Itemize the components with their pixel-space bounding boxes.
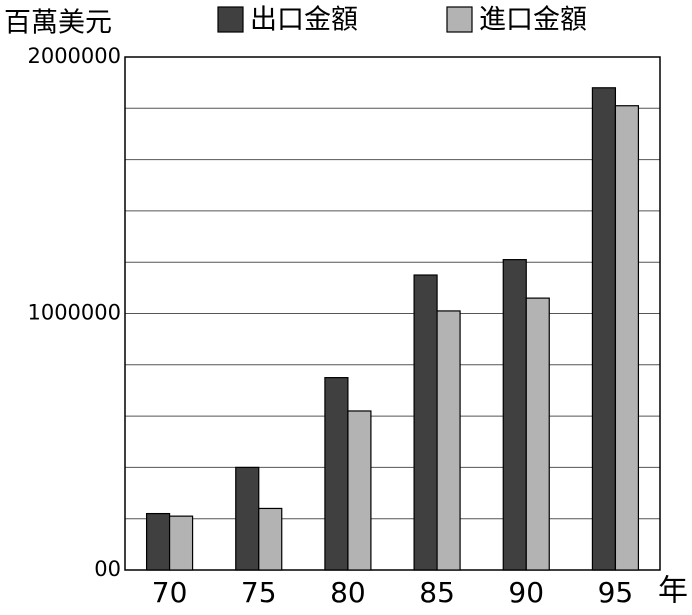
bar: [525, 297, 550, 571]
x-tick-label: 80: [330, 576, 366, 609]
y-tick-label: 1000000: [27, 301, 121, 325]
bar: [436, 310, 461, 571]
legend-label: 進口金額: [479, 5, 587, 36]
bar: [413, 274, 438, 571]
bar: [145, 512, 171, 571]
bar: [502, 259, 527, 571]
bar: [324, 377, 349, 571]
bar: [235, 466, 260, 571]
x-tick-label: 90: [508, 576, 544, 609]
bar: [258, 507, 283, 571]
x-axis-label: 年: [658, 574, 688, 609]
x-tick-label: 95: [598, 576, 634, 609]
plot-frame: [124, 56, 661, 571]
legend-swatch: [446, 6, 473, 33]
legend-swatch: [217, 6, 244, 33]
bar: [591, 87, 617, 571]
bar: [614, 105, 640, 571]
legend-label: 出口金額: [250, 5, 358, 36]
y-axis-label: 百萬美元: [4, 8, 112, 39]
x-tick-label: 85: [419, 576, 455, 609]
y-tick-label: 2000000: [27, 44, 121, 68]
x-tick-label: 75: [241, 576, 277, 609]
bar: [168, 515, 194, 571]
x-tick-label: 70: [152, 576, 188, 609]
bar: [347, 410, 372, 571]
y-tick-label: 00: [94, 557, 121, 581]
